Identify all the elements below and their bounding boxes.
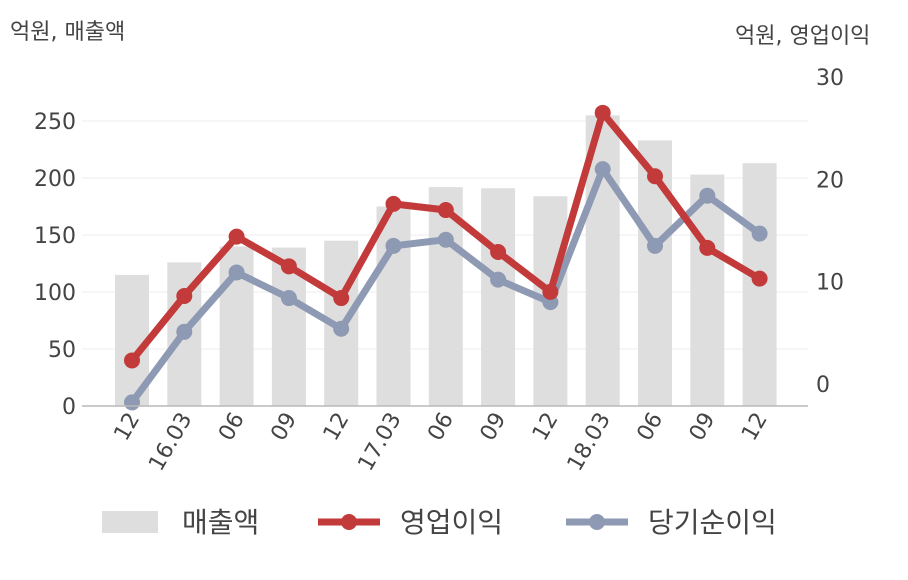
left-tick-label: 50: [48, 338, 76, 363]
point-영업이익: [176, 287, 193, 304]
point-당기순이익: [280, 290, 297, 307]
point-당기순이익: [594, 161, 611, 178]
x-tick-label: 17.03: [354, 409, 407, 476]
point-영업이익: [280, 258, 297, 275]
x-tick-label: 18.03: [563, 409, 616, 476]
right-tick-label: 0: [816, 373, 830, 398]
left-axis-ticks: 0 50 100 150 200 250: [34, 110, 76, 420]
point-영업이익: [490, 243, 507, 260]
bar-매출액: [376, 206, 411, 406]
left-axis-unit: 억원, 매출액: [10, 20, 126, 45]
point-영업이익: [437, 202, 454, 219]
point-영업이익: [647, 168, 663, 185]
x-axis-ticks: 12 16.03 06 09 12 17.03 06 09 12 18.03 06 09 12: [110, 408, 773, 475]
line-series: [124, 104, 768, 411]
left-tick-label: 250: [34, 110, 76, 135]
legend-marker-영업이익: [341, 514, 357, 530]
point-당기순이익: [699, 187, 716, 204]
left-tick-label: 200: [34, 167, 76, 192]
right-tick-label: 20: [816, 168, 844, 193]
right-axis-ticks: 0 10 20 30: [816, 66, 844, 398]
x-tick-label: 06: [214, 409, 250, 446]
point-당기순이익: [333, 320, 350, 337]
legend-marker-당기순이익: [589, 514, 605, 530]
bar-매출액: [690, 174, 725, 406]
point-영업이익: [542, 283, 559, 300]
right-axis-unit: 억원, 영업이익: [735, 24, 871, 49]
x-tick-label: 12: [737, 409, 773, 446]
legend-label-영업이익: 영업이익: [400, 506, 503, 539]
point-영업이익: [124, 352, 140, 369]
point-당기순이익: [751, 225, 768, 242]
point-당기순이익: [647, 237, 663, 254]
point-영업이익: [594, 104, 611, 121]
x-tick-label: 06: [423, 409, 459, 446]
x-tick-label: 12: [319, 409, 355, 446]
legend: 매출액 영업이익 당기순이익: [102, 506, 777, 539]
x-tick-label: 16.03: [144, 409, 197, 476]
point-당기순이익: [124, 394, 140, 411]
point-영업이익: [385, 195, 402, 212]
left-tick-label: 150: [34, 224, 76, 249]
x-tick-label: 12: [110, 409, 146, 446]
point-당기순이익: [228, 264, 245, 281]
x-tick-label: 12: [528, 409, 564, 446]
x-tick-label: 09: [685, 409, 721, 446]
bar-매출액: [638, 140, 672, 406]
x-tick-label: 06: [633, 409, 669, 446]
legend-swatch-매출액: [102, 511, 158, 533]
legend-label-매출액: 매출액: [182, 506, 259, 539]
point-영업이익: [751, 270, 768, 287]
point-당기순이익: [490, 271, 507, 288]
left-tick-label: 100: [34, 281, 76, 306]
right-tick-label: 10: [816, 271, 844, 296]
point-영업이익: [228, 228, 245, 245]
left-tick-label: 0: [62, 395, 76, 420]
x-tick-label: 09: [476, 408, 512, 445]
legend-label-당기순이익: 당기순이익: [648, 506, 777, 539]
x-tick-label: 09: [266, 409, 302, 446]
point-당기순이익: [385, 237, 402, 254]
bar-매출액: [481, 188, 516, 406]
point-당기순이익: [176, 323, 193, 340]
point-영업이익: [333, 290, 350, 307]
right-tick-label: 30: [816, 66, 844, 91]
point-당기순이익: [437, 231, 454, 248]
point-영업이익: [699, 239, 716, 256]
